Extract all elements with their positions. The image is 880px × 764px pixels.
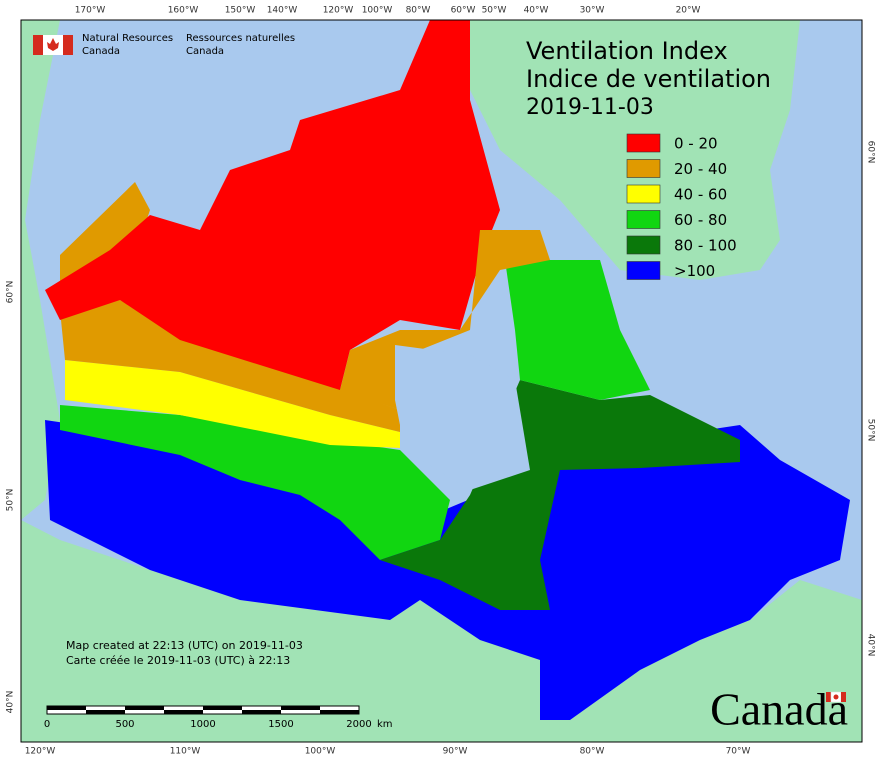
longitude-label: 30°W [580, 6, 605, 16]
agency-en: Canada [82, 46, 120, 57]
legend-swatch [626, 261, 661, 280]
longitude-label: 100°W [362, 6, 393, 16]
agency-fr: Ressources naturelles [186, 33, 295, 44]
title: Indice de ventilation [526, 65, 771, 93]
scale-segment [242, 710, 281, 714]
legend-label: >100 [674, 262, 715, 280]
longitude-label: 80°W [406, 6, 431, 16]
latitude-label: 60°N [6, 281, 16, 304]
longitude-label: 90°W [443, 747, 468, 757]
agency-fr: Canada [186, 46, 224, 57]
wordmark: Canada [710, 684, 848, 735]
zone-yellow [65, 360, 400, 448]
latitude-label: 50°N [6, 489, 16, 512]
scale-segment [164, 710, 203, 714]
scale-bar: 0 500 1000 1500 2000 km [44, 705, 393, 730]
longitude-label: 120°W [323, 6, 354, 16]
legend: 0 - 20 20 - 40 40 - 60 60 - 80 80 - 100 >100 [626, 133, 737, 280]
legend-swatch [626, 133, 661, 153]
zone-darkgreen [380, 380, 740, 610]
footer-note: Map created at 22:13 (UTC) on 2019-11-03 [66, 639, 303, 652]
date: 2019-11-03 [526, 95, 654, 120]
legend-label: 60 - 80 [674, 211, 727, 229]
flag-logo [33, 35, 73, 55]
legend-label: 40 - 60 [674, 186, 727, 204]
scale-segment [86, 710, 125, 714]
longitude-label: 160°W [168, 6, 199, 16]
legend-swatch [626, 184, 661, 204]
longitude-label: 150°W [225, 6, 256, 16]
scale-segment [203, 706, 242, 710]
longitude-label: 80°W [580, 747, 605, 757]
scale-segment [47, 706, 86, 710]
wordmark-flag [826, 691, 846, 703]
zone-orange-east [340, 230, 550, 410]
legend-label: 0 - 20 [674, 135, 718, 153]
scale-segment [281, 706, 320, 710]
latitude-label: 40°N [866, 634, 876, 657]
scale-label: 0 [44, 719, 50, 730]
longitude-label: 110°W [170, 747, 201, 757]
longitude-label: 170°W [75, 6, 106, 16]
usa [21, 520, 862, 742]
longitude-label: 140°W [267, 6, 298, 16]
footer-note: Carte créée le 2019-11-03 (UTC) à 22:13 [66, 654, 290, 667]
zone-green-east [505, 260, 650, 400]
legend-label: 80 - 100 [674, 237, 737, 255]
longitude-label: 20°W [676, 6, 701, 16]
scale-label: 1500 [268, 719, 293, 730]
latitude-label: 40°N [6, 691, 16, 714]
scale-label: 1000 [190, 719, 215, 730]
longitude-label: 50°W [482, 6, 507, 16]
longitude-label: 60°W [451, 6, 476, 16]
legend-label: 20 - 40 [674, 160, 727, 178]
legend-swatch [626, 235, 661, 255]
longitude-label: 120°W [25, 747, 56, 757]
alaska [21, 20, 60, 520]
map-frame [20, 19, 863, 743]
zone-red [45, 20, 500, 390]
graticule-labels: 170°W 160°W 150°W 140°W 120°W 100°W 80°W 60°W 50… [6, 6, 876, 757]
legend-swatch [626, 159, 661, 178]
scale-segment [320, 710, 359, 714]
map-border [20, 19, 863, 743]
latitude-label: 50°N [866, 419, 876, 442]
agency-en: Natural Resources [82, 33, 173, 44]
scale-segment [125, 706, 164, 710]
scale-label: 500 [115, 719, 134, 730]
scale-unit: km [377, 719, 393, 730]
hudson-bay [395, 345, 530, 490]
longitude-label: 40°W [524, 6, 549, 16]
longitude-label: 100°W [305, 747, 336, 757]
latitude-label: 60°N [866, 141, 876, 164]
title: Ventilation Index [526, 37, 728, 65]
scale-label: 2000 [346, 719, 371, 730]
legend-swatch [626, 210, 661, 229]
longitude-label: 70°W [726, 747, 751, 757]
zone-orange [60, 182, 400, 432]
